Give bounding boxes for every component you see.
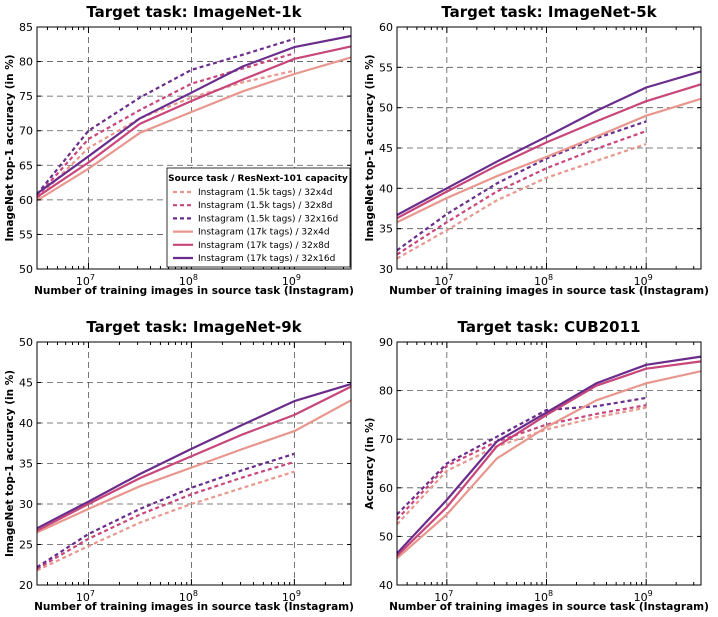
y-tick-label: 50 bbox=[379, 102, 393, 115]
y-tick-label: 20 bbox=[19, 579, 33, 592]
y-tick-label: 45 bbox=[379, 142, 393, 155]
series-line-3 bbox=[396, 120, 647, 252]
y-tick-label: 85 bbox=[19, 21, 33, 34]
y-tick-label: 35 bbox=[379, 223, 393, 236]
legend-box bbox=[166, 167, 351, 268]
y-tick-label: 50 bbox=[379, 530, 393, 543]
x-tick-label: 109 bbox=[634, 589, 653, 604]
y-tick-label: 35 bbox=[19, 458, 33, 471]
series-line-1 bbox=[396, 406, 647, 526]
x-axis-label: Number of training images in source task… bbox=[34, 601, 354, 613]
y-tick-label: 30 bbox=[379, 263, 393, 276]
y-tick-label: 70 bbox=[379, 433, 393, 446]
y-tick-label: 80 bbox=[19, 56, 33, 69]
series-line-4 bbox=[36, 399, 352, 534]
series-line-1 bbox=[36, 470, 295, 572]
plot-frame bbox=[396, 341, 702, 586]
x-axis-label: Number of training images in source task… bbox=[389, 601, 709, 613]
y-tick-label: 70 bbox=[19, 125, 33, 138]
series-line-2 bbox=[36, 460, 295, 570]
series-line-6 bbox=[36, 34, 352, 195]
x-tick-label: 107 bbox=[76, 273, 95, 288]
legend-entry-label: Instagram (1.5k tags) / 32x4d bbox=[198, 188, 332, 198]
x-tick-label: 108 bbox=[179, 273, 198, 288]
legend-title: Source task / ResNext-101 capacity bbox=[168, 174, 348, 184]
y-tick-label: 40 bbox=[379, 182, 393, 195]
series-line-6 bbox=[396, 355, 702, 555]
chart-panel-1: 50 55 60 65 70 75 80 85 107 108 109 Target task: Im… bbox=[4, 3, 354, 297]
chart-panel-3: 20 25 30 35 40 45 50 107 108 109 Target task: Imag… bbox=[4, 318, 354, 613]
y-tick-label: 55 bbox=[19, 228, 33, 241]
series-line-3 bbox=[396, 396, 647, 516]
x-axis-label: Number of training images in source task… bbox=[389, 285, 709, 297]
series-line-4 bbox=[396, 370, 702, 560]
x-tick-label: 107 bbox=[76, 589, 95, 604]
y-axis-label: ImageNet top-1 accuracy (in %) bbox=[364, 54, 376, 241]
series-line-6 bbox=[36, 383, 352, 530]
series-line-5 bbox=[36, 45, 352, 199]
series-line-1 bbox=[396, 142, 647, 260]
series-line-2 bbox=[36, 52, 295, 198]
x-tick-label: 107 bbox=[434, 589, 453, 604]
series-line-5 bbox=[396, 360, 702, 557]
x-tick-label: 109 bbox=[282, 273, 301, 288]
y-tick-label: 40 bbox=[379, 579, 393, 592]
x-tick-label: 109 bbox=[634, 273, 653, 288]
x-tick-label: 108 bbox=[179, 589, 198, 604]
chart-title: Target task: CUB2011 bbox=[458, 318, 641, 336]
series-line-6 bbox=[396, 70, 702, 216]
legend-entry-label: Instagram (17k tags) / 32x16d bbox=[198, 254, 335, 264]
legend-entry-label: Instagram (17k tags) / 32x8d bbox=[198, 241, 330, 251]
y-tick-label: 60 bbox=[379, 482, 393, 495]
legend-entry-label: Instagram (17k tags) / 32x4d bbox=[198, 228, 330, 238]
y-tick-label: 40 bbox=[19, 417, 33, 430]
series-line-5 bbox=[36, 385, 352, 532]
y-tick-label: 90 bbox=[379, 336, 393, 349]
y-tick-label: 60 bbox=[379, 21, 393, 34]
x-tick-label: 109 bbox=[282, 589, 301, 604]
legend-entry-label: Instagram (1.5k tags) / 32x16d bbox=[198, 214, 338, 224]
y-tick-label: 30 bbox=[19, 498, 33, 511]
series-line-3 bbox=[36, 452, 295, 569]
x-tick-label: 108 bbox=[534, 273, 553, 288]
y-tick-label: 50 bbox=[19, 336, 33, 349]
legend: Source task / ResNext-101 capacity Instag… bbox=[166, 167, 351, 268]
series-line-4 bbox=[36, 56, 352, 202]
y-tick-label: 65 bbox=[19, 159, 33, 172]
series-line-2 bbox=[396, 404, 647, 521]
series-line-4 bbox=[396, 97, 702, 224]
chart-title: Target task: ImageNet-9k bbox=[86, 318, 302, 336]
y-tick-label: 60 bbox=[19, 194, 33, 207]
y-axis-label: ImageNet top-1 accuracy (in %) bbox=[4, 54, 16, 241]
x-tick-label: 107 bbox=[434, 273, 453, 288]
y-tick-label: 25 bbox=[19, 539, 33, 552]
plot-frame bbox=[36, 26, 352, 270]
y-tick-label: 80 bbox=[379, 385, 393, 398]
chart-title: Target task: ImageNet-1k bbox=[86, 3, 302, 21]
x-tick-label: 108 bbox=[534, 589, 553, 604]
y-axis-label: ImageNet top-1 accuracy (in %) bbox=[4, 370, 16, 557]
series-line-2 bbox=[396, 130, 647, 256]
y-tick-label: 55 bbox=[379, 61, 393, 74]
chart-title: Target task: ImageNet-5k bbox=[441, 3, 657, 21]
y-tick-label: 75 bbox=[19, 90, 33, 103]
series-line-5 bbox=[396, 83, 702, 220]
chart-panel-4: 40 50 60 70 80 90 107 108 109 Target task: CUB201… bbox=[364, 318, 709, 613]
y-axis-label: Accuracy (in %) bbox=[364, 418, 376, 510]
legend-entry-label: Instagram (1.5k tags) / 32x8d bbox=[198, 201, 332, 211]
y-tick-label: 45 bbox=[19, 377, 33, 390]
y-tick-label: 50 bbox=[19, 263, 33, 276]
chart-panel-2: 30 35 40 45 50 55 60 107 108 109 Target task: Imag… bbox=[364, 3, 709, 297]
x-axis-label: Number of training images in source task… bbox=[34, 285, 354, 297]
